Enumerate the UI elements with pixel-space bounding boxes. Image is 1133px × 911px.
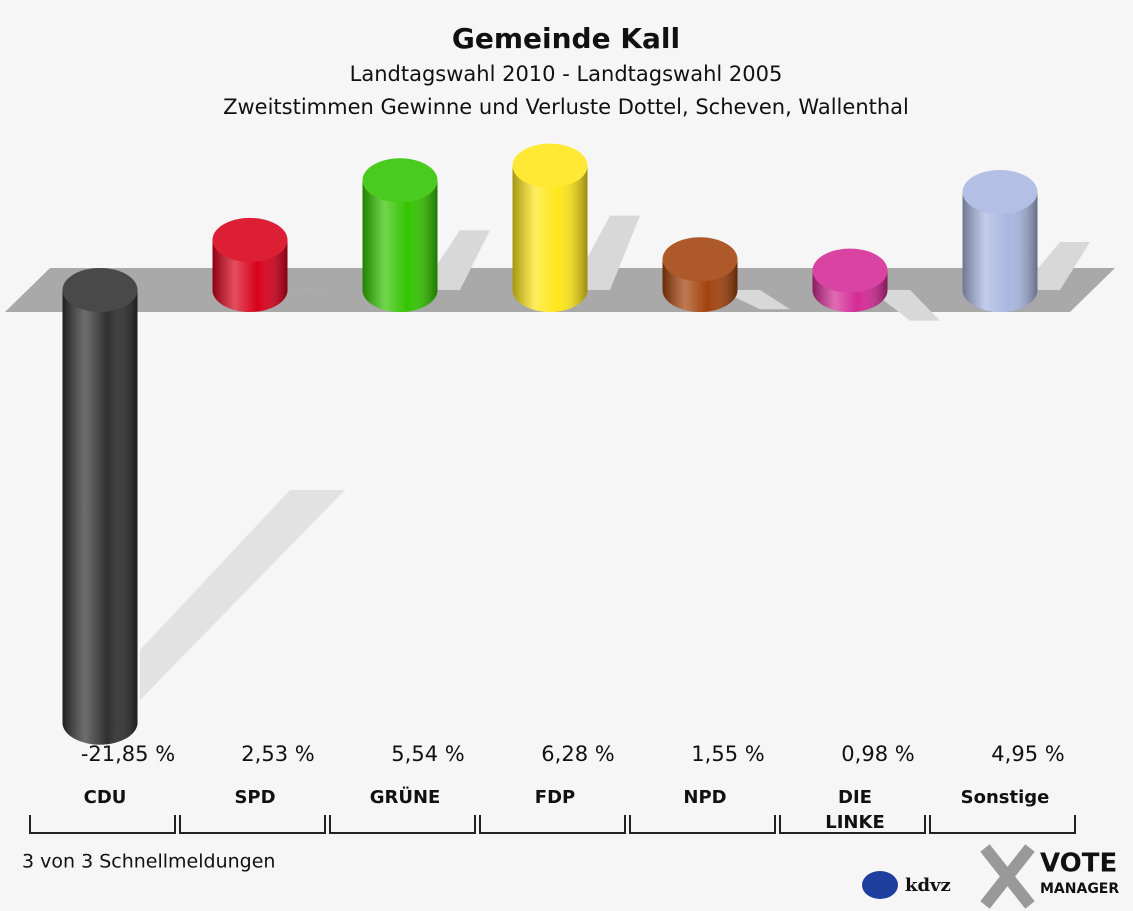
chart-title: Gemeinde Kall (452, 22, 680, 55)
x-tick-label: FDP (534, 787, 576, 808)
bar (662, 237, 738, 312)
logo-icon (862, 871, 898, 899)
x-tick-label: Sonstige (960, 787, 1050, 808)
bar (962, 169, 1038, 312)
bar (362, 158, 438, 312)
shadow (140, 490, 345, 700)
bar (212, 217, 288, 312)
value-label: 6,28 % (541, 742, 614, 766)
shadow (720, 290, 790, 310)
bracket (479, 815, 626, 834)
bar (62, 268, 138, 745)
value-label: 1,55 % (691, 742, 764, 766)
bracket (29, 815, 176, 834)
logo-text: kdvz (905, 875, 951, 896)
bar (812, 248, 888, 312)
value-label: 4,95 % (991, 742, 1064, 766)
x-tick-label: CDU (83, 787, 127, 808)
chart-subtitle: Landtagswahl 2010 - Landtagswahl 2005 (350, 62, 783, 86)
logo-text: VOTE (1040, 849, 1117, 879)
x-tick-label: NPD (683, 787, 727, 808)
value-label: -21,85 % (81, 742, 175, 766)
footer: 3 von 3 Schnellmeldungen (22, 851, 275, 873)
bracket (179, 815, 326, 834)
logo-icon (980, 844, 1035, 909)
value-label: 0,98 % (841, 742, 914, 766)
x-tick-label: GRÜNE (369, 787, 441, 808)
bracket (329, 815, 476, 834)
x-tick-label: SPD (234, 787, 276, 808)
chart-subtitle: Zweitstimmen Gewinne und Verluste Dottel… (223, 95, 909, 119)
logo-text: MANAGER (1040, 881, 1119, 897)
bar (512, 143, 588, 312)
bracket (629, 815, 776, 834)
bracket (779, 815, 926, 834)
bracket (929, 815, 1076, 834)
value-label: 5,54 % (391, 742, 464, 766)
value-label: 2,53 % (241, 742, 314, 766)
x-tick-label: DIE LINKE (825, 787, 885, 833)
shadow (870, 290, 940, 321)
